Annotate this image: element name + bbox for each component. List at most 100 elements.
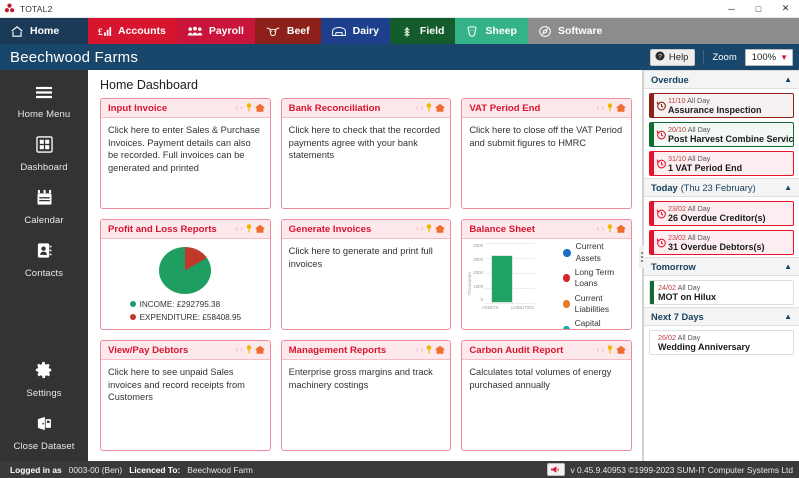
pin-icon[interactable] [425, 220, 433, 238]
chevron-left-icon[interactable]: ‹ [596, 224, 600, 233]
tile-view-pay-debtors[interactable]: View/Pay Debtors ‹ › Click here to see u… [100, 340, 271, 451]
chevron-left-icon[interactable]: ‹ [415, 103, 419, 112]
pin-icon[interactable] [606, 220, 614, 238]
ribbon-item-accounts[interactable]: £ Accounts [88, 18, 177, 44]
chevron-left-icon[interactable]: ‹ [235, 345, 238, 354]
tile-input-invoice[interactable]: Input Invoice ‹ › Click here to enter Sa… [100, 98, 271, 209]
calendar-event[interactable]: 23/02 All Day 26 Overdue Creditor(s) [649, 201, 794, 226]
chevron-left-icon[interactable]: ‹ [235, 103, 238, 112]
chevron-left-icon[interactable]: ‹ [596, 345, 600, 354]
help-button[interactable]: ? Help [649, 48, 696, 66]
calendar-event[interactable]: 24/02 All Day MOT on Hilux [649, 280, 794, 305]
calendar-event[interactable]: 20/10 All Day Post Harvest Combine Servic… [649, 122, 794, 147]
pin-icon[interactable] [245, 341, 253, 359]
ribbon-item-home[interactable]: Home [0, 18, 88, 44]
calendar-section-header-overdue[interactable]: Overdue ▲ [644, 70, 799, 89]
minimize-button[interactable]: ─ [728, 3, 735, 14]
chevron-right-icon[interactable]: › [420, 224, 424, 233]
tile-profit-and-loss-reports[interactable]: Profit and Loss Reports ‹ › [100, 219, 271, 330]
pin-icon[interactable] [425, 99, 433, 117]
sidebar-item-dashboard[interactable]: Dashboard [0, 129, 88, 182]
chevron-right-icon[interactable]: › [420, 103, 424, 112]
chevron-right-icon[interactable]: › [420, 345, 424, 354]
chevron-up-icon[interactable]: ▲ [784, 262, 792, 271]
event-colour-bar [650, 331, 654, 354]
panel-resize-grip[interactable] [639, 245, 644, 268]
legend-item: Current Assets [563, 241, 626, 264]
chevron-left-icon[interactable]: ‹ [415, 224, 419, 233]
sidebar-item-home-menu[interactable]: Home Menu [0, 78, 88, 129]
tile-body-pie-chart: INCOME: £292795.38 EXPENDITURE: £58408.9… [101, 239, 270, 329]
ribbon-label-software: Software [557, 25, 603, 37]
home-icon[interactable] [616, 220, 626, 238]
ribbon-item-field[interactable]: Field [389, 18, 456, 44]
home-icon[interactable] [435, 99, 445, 117]
chevron-right-icon[interactable]: › [239, 103, 243, 112]
legend-item: Current Liabilities [563, 293, 626, 316]
pin-icon[interactable] [425, 341, 433, 359]
chevron-right-icon[interactable]: › [239, 345, 243, 354]
ribbon-item-beef[interactable]: Beef [254, 18, 321, 44]
ribbon-label-sheep: Sheep [485, 25, 517, 37]
home-icon[interactable] [255, 99, 265, 117]
tile-header-icons: ‹ › [416, 220, 445, 238]
bar-chart: Thousands 4000 3000 2000 1000 0 ASSETS LIABIL… [467, 241, 626, 329]
pin-icon[interactable] [606, 341, 614, 359]
home-icon[interactable] [435, 341, 445, 359]
tile-bank-reconciliation[interactable]: Bank Reconciliation ‹ › Click here to ch… [280, 98, 452, 209]
ribbon-item-sheep[interactable]: Sheep [455, 18, 528, 44]
calendar-event[interactable]: 11/10 All Day Assurance Inspection [649, 93, 794, 118]
home-icon[interactable] [616, 341, 626, 359]
maximize-button[interactable]: □ [755, 3, 762, 14]
calendar-section-header-today[interactable]: Today (Thu 23 February) ▲ [644, 178, 799, 197]
sidebar-item-calendar[interactable]: Calendar [0, 182, 88, 235]
event-date: 20/10 [668, 125, 686, 134]
close-button[interactable]: ✕ [781, 3, 790, 13]
calendar-event[interactable]: 23/02 All Day 31 Overdue Debtors(s) [649, 230, 794, 255]
pin-icon[interactable] [245, 99, 253, 117]
tile-carbon-audit-report[interactable]: Carbon Audit Report ‹ › Calculates total… [461, 340, 632, 451]
ribbon-item-dairy[interactable]: Dairy [320, 18, 390, 44]
home-icon[interactable] [616, 99, 626, 117]
tile-vat-period-end[interactable]: VAT Period End ‹ › Click here to close o… [461, 98, 632, 209]
pin-icon[interactable] [245, 220, 253, 238]
ribbon-item-payroll[interactable]: Payroll [176, 18, 255, 44]
home-icon[interactable] [255, 341, 265, 359]
tile-header: Carbon Audit Report ‹ › [462, 341, 631, 360]
logged-in-value: 0003-00 (Ben) [68, 464, 123, 475]
sidebar-item-close-dataset[interactable]: Close Dataset [0, 408, 88, 461]
calendar-section-header-tomorrow[interactable]: Tomorrow ▲ [644, 257, 799, 276]
tile-balance-sheet[interactable]: Balance Sheet ‹ › Thousands [461, 219, 632, 330]
event-date: 26/02 [658, 333, 676, 342]
tile-body-bar-chart: Thousands 4000 3000 2000 1000 0 ASSETS LIABIL… [462, 239, 631, 329]
chevron-up-icon[interactable]: ▲ [784, 183, 792, 192]
chevron-right-icon[interactable]: › [239, 224, 243, 233]
chevron-left-icon[interactable]: ‹ [235, 224, 238, 233]
ribbon-item-software[interactable]: Software [527, 18, 799, 44]
bar-chart-ytick: 3000 [473, 256, 484, 262]
calendar-event[interactable]: 26/02 All Day Wedding Anniversary [649, 330, 794, 355]
header-actions: ? Help Zoom 100% ▼ [649, 48, 793, 66]
home-icon[interactable] [435, 220, 445, 238]
tile-generate-invoices[interactable]: Generate Invoices ‹ › Click here to gene… [280, 219, 452, 330]
tile-management-reports[interactable]: Management Reports ‹ › Enterprise gross … [280, 340, 452, 451]
sidebar-item-settings[interactable]: Settings [0, 354, 88, 408]
calendar-section-header-next-7-days[interactable]: Next 7 Days ▲ [644, 307, 799, 326]
chevron-right-icon[interactable]: › [601, 345, 604, 354]
zoom-select[interactable]: 100% ▼ [744, 48, 793, 66]
chevron-right-icon[interactable]: › [601, 103, 604, 112]
ribbon-label-accounts: Accounts [118, 25, 166, 37]
sidebar-item-contacts[interactable]: Contacts [0, 235, 88, 288]
chevron-right-icon[interactable]: › [601, 224, 604, 233]
chevron-up-icon[interactable]: ▲ [784, 312, 792, 321]
chevron-left-icon[interactable]: ‹ [415, 345, 419, 354]
chevron-left-icon[interactable]: ‹ [596, 103, 600, 112]
event-text: 26/02 All Day Wedding Anniversary [658, 331, 753, 354]
tile-header-icons: ‹ › [416, 99, 445, 117]
home-icon[interactable] [255, 220, 265, 238]
megaphone-icon[interactable] [546, 463, 565, 476]
chevron-up-icon[interactable]: ▲ [784, 75, 792, 84]
calendar-event[interactable]: 31/10 All Day 1 VAT Period End [649, 151, 794, 176]
pin-icon[interactable] [606, 99, 614, 117]
pie-chart: INCOME: £292795.38 EXPENDITURE: £58408.9… [108, 245, 263, 323]
